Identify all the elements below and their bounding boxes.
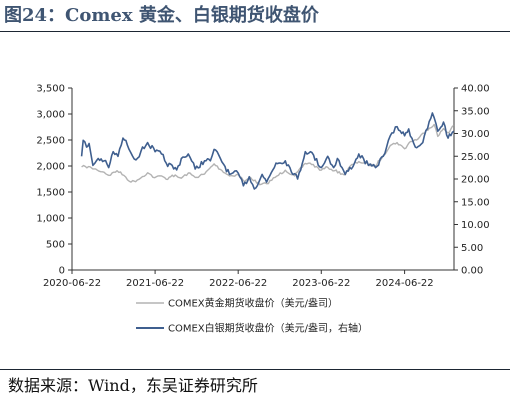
x-tick-label: 2021-06-22 <box>126 278 184 289</box>
x-tick-label: 2024-06-22 <box>376 278 434 289</box>
x-tick-label: 2020-06-22 <box>43 278 101 289</box>
source-note: 数据来源：Wind，东吴证券研究所 <box>8 376 258 395</box>
legend-label-silver: COMEX白银期货收盘价（美元/盎司，右轴） <box>168 322 368 335</box>
gold-series-line <box>81 123 455 186</box>
y-right-tick-label: 25.00 <box>461 152 490 163</box>
y-right-tick-label: 30.00 <box>461 129 490 140</box>
source-rule <box>0 369 510 370</box>
y-left-tick-label: 0 <box>59 266 65 277</box>
y-left-tick-label: 3,500 <box>36 84 65 95</box>
y-right-tick-label: 5.00 <box>461 243 483 254</box>
y-left-tick-label: 500 <box>46 240 65 251</box>
y-right-tick-label: 35.00 <box>461 106 490 117</box>
title-rule <box>0 31 510 32</box>
figure-title: 图24：Comex 黄金、白银期货收盘价 <box>4 5 319 26</box>
y-right-tick-label: 20.00 <box>461 175 490 186</box>
y-right-tick-label: 10.00 <box>461 220 490 231</box>
silver-series-line <box>80 112 455 190</box>
y-left-tick-label: 3,000 <box>36 110 65 121</box>
line-chart: 0 500 1,000 1,500 2,000 2,500 3,000 3,500 0.00 5.… <box>36 84 489 335</box>
legend-label-gold: COMEX黄金期货收盘价（美元/盎司） <box>168 297 338 310</box>
y-left-tick-label: 1,000 <box>36 214 65 225</box>
y-right-tick-label: 15.00 <box>461 197 490 208</box>
x-tick-label: 2023-06-22 <box>292 278 350 289</box>
y-left-tick-label: 2,500 <box>36 136 65 147</box>
y-right-tick-label: 40.00 <box>461 84 490 95</box>
x-tick-label: 2022-06-22 <box>209 278 267 289</box>
y-left-tick-label: 1,500 <box>36 188 65 199</box>
y-right-tick-label: 0.00 <box>461 266 483 277</box>
y-left-tick-label: 2,000 <box>36 162 65 173</box>
legend: COMEX黄金期货收盘价（美元/盎司） COMEX白银期货收盘价（美元/盎司，右轴… <box>136 297 368 335</box>
series-group <box>80 112 455 190</box>
axes-group: 0 500 1,000 1,500 2,000 2,500 3,000 3,500 0.00 5.… <box>36 84 489 290</box>
